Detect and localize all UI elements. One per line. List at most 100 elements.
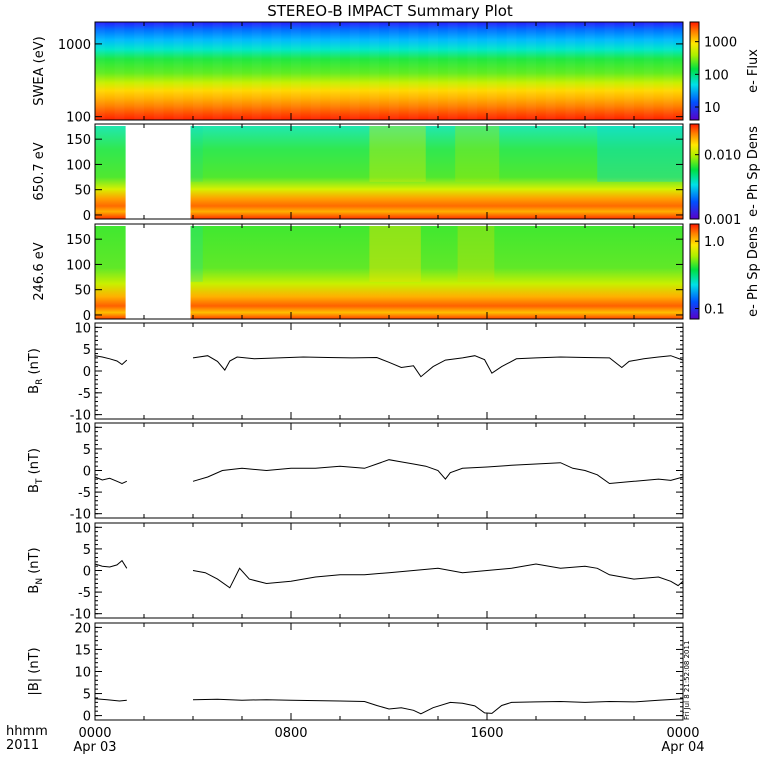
- spectrogram-stripe: [311, 22, 321, 120]
- colorbar-tick-label: 1.0: [704, 235, 725, 250]
- colorbar-tick-label: 10: [704, 101, 721, 116]
- x-tick-sublabel: Apr 04: [661, 740, 704, 755]
- colorbar-tick-label: 0.1: [704, 303, 725, 318]
- spectrogram-stripe: [271, 22, 281, 120]
- y-tick-label: 50: [74, 284, 91, 299]
- y-tick-label: 150: [66, 233, 91, 248]
- y-tick-label: -10: [70, 409, 91, 424]
- y-tick-label: 5: [83, 343, 91, 358]
- y-tick-label: 0: [83, 465, 91, 480]
- colorbar-tick-label: 1000: [704, 36, 737, 51]
- spectrogram-stripe: [487, 22, 497, 120]
- spectrogram-stripe: [213, 22, 223, 120]
- panel-frame: [94, 522, 684, 619]
- spectrogram-stripe: [193, 22, 203, 120]
- y-tick-label: 10: [74, 521, 91, 536]
- y-tick-label: -5: [78, 387, 91, 402]
- y-axis-label: BR (nT): [27, 348, 45, 394]
- series-line: [192, 355, 684, 378]
- spectrogram-texture: [369, 126, 426, 182]
- colorbar-tick-label: 0.010: [704, 149, 741, 164]
- y-tick-label: 0: [83, 710, 91, 725]
- series-line: [94, 698, 127, 702]
- y-axis-label-text: BR (nT): [27, 348, 45, 394]
- spectrogram-texture: [455, 126, 500, 182]
- spectrogram-stripe: [134, 22, 144, 120]
- y-tick-label: -10: [70, 508, 91, 523]
- generation-timestamp: Fri Jul 8 21:52:08 2011: [683, 640, 691, 720]
- y-tick-label: -5: [78, 586, 91, 601]
- spectrogram-stripe: [330, 22, 340, 120]
- colorbar-label: e- Flux: [746, 49, 761, 93]
- spectrogram-stripe: [252, 22, 262, 120]
- colorbar: [689, 223, 700, 320]
- pitch-angle-spectrogram: [95, 226, 683, 319]
- swea-spectrogram: [95, 22, 683, 120]
- y-tick-label: 50: [74, 184, 91, 199]
- series-line: [94, 559, 128, 569]
- y-axis-label-text: BN (nT): [27, 547, 45, 593]
- year-label: 2011: [6, 738, 40, 753]
- spectrogram-stripe: [546, 22, 556, 120]
- colorbar-tick-label: 100: [704, 68, 729, 83]
- colorbar: [689, 21, 700, 121]
- y-tick-label: -10: [70, 608, 91, 623]
- y-tick-label: 0: [83, 309, 91, 324]
- spectrogram-texture: [457, 226, 495, 282]
- data-gap: [125, 124, 191, 219]
- spectrogram-stripe: [291, 22, 301, 120]
- y-tick-label: 150: [66, 133, 91, 148]
- y-axis-label: 246.6 eV: [32, 242, 47, 300]
- y-axis-label: |B| (nT): [27, 647, 42, 695]
- spectrogram-stripe: [409, 22, 419, 120]
- series-line: [192, 459, 684, 485]
- y-tick-label: 100: [66, 258, 91, 273]
- spectrogram-stripe: [350, 22, 360, 120]
- y-tick-label: 5: [83, 688, 91, 703]
- spectrogram-stripe: [624, 22, 634, 120]
- y-axis-label-text: |B| (nT): [27, 647, 42, 695]
- x-tick-sublabel: Apr 03: [73, 740, 116, 755]
- spectrogram-stripe: [95, 22, 105, 120]
- spectrogram-stripe: [389, 22, 399, 120]
- series-line: [192, 698, 684, 715]
- time-format-label: hhmm: [6, 724, 48, 739]
- spectrogram-stripe: [369, 22, 379, 120]
- spectrogram-stripe: [507, 22, 517, 120]
- y-axis-label: 650.7 eV: [32, 142, 47, 200]
- spectrogram-texture: [597, 126, 683, 182]
- y-tick-label: 100: [66, 111, 91, 126]
- y-tick-label: -5: [78, 486, 91, 501]
- y-tick-label: 10: [74, 666, 91, 681]
- data-gap: [125, 224, 191, 319]
- spectrogram-stripe: [428, 22, 438, 120]
- x-tick-label: 0000: [78, 726, 111, 741]
- y-axis-label-text: BT (nT): [27, 448, 45, 493]
- spectrogram-stripe: [467, 22, 477, 120]
- y-tick-label: 0: [83, 209, 91, 224]
- spectrogram-stripe: [644, 22, 654, 120]
- spectrogram-stripe: [565, 22, 575, 120]
- y-axis-label: BN (nT): [27, 547, 45, 593]
- spectrogram-stripe: [585, 22, 595, 120]
- y-tick-label: 20: [74, 621, 91, 636]
- spectrogram-stripe: [115, 22, 125, 120]
- y-axis-label: BT (nT): [27, 448, 45, 493]
- spectrogram-stripe: [605, 22, 615, 120]
- panel-frame: [94, 422, 684, 519]
- series-line: [94, 476, 128, 485]
- plot-title: STEREO-B IMPACT Summary Plot: [267, 2, 513, 20]
- spectrogram-stripe: [448, 22, 458, 120]
- series-line: [192, 563, 684, 589]
- panel-frame: [94, 322, 684, 420]
- colorbar-label: e- Ph Sp Dens: [746, 226, 761, 317]
- y-tick-label: 0: [83, 565, 91, 580]
- spectrogram-stripe: [663, 22, 673, 120]
- y-tick-label: 0: [83, 365, 91, 380]
- y-axis-label: SWEA (eV): [32, 36, 47, 105]
- y-tick-label: 5: [83, 543, 91, 558]
- spectrogram-stripe: [232, 22, 242, 120]
- colorbar: [689, 123, 700, 220]
- x-tick-label: 0000: [666, 726, 699, 741]
